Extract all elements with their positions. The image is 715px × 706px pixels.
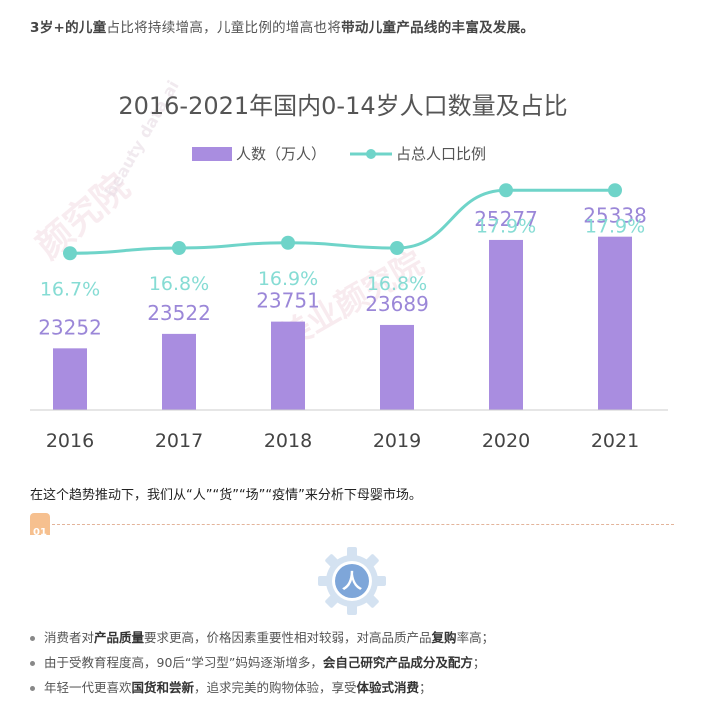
ratio-point-2021 xyxy=(608,183,622,198)
bullet-item: 年轻一代更喜欢国货和尝新，追求完美的购物体验，享受体验式消费； xyxy=(30,678,494,703)
bullet-text: 年轻一代更喜欢 xyxy=(44,680,132,695)
bullet-bold: 产品质量 xyxy=(94,630,145,645)
ratio-point-2017 xyxy=(172,241,186,255)
intro-bold-2: 带动儿童产品线的丰富及发展。 xyxy=(341,20,535,36)
x-tick-label-2019: 2019 xyxy=(373,430,421,452)
bullet-bold: 会自己研究产品成分及配方 xyxy=(322,655,473,670)
bullet-text: ，追求完美的购物体验，享受 xyxy=(194,680,357,695)
bullet-item: 消费者对产品质量要求更高，价格因素重要性相对较弱，对高品质产品复购率高； xyxy=(30,628,494,653)
ratio-value-label-2018: 16.9% xyxy=(258,268,318,290)
x-tick-labels: 2016 2017 2018 2019 2020 2021 xyxy=(46,430,639,452)
bullet-text: ； xyxy=(472,655,486,670)
bullet-list: 消费者对产品质量要求更高，价格因素重要性相对较弱，对高品质产品复购率高； 由于受… xyxy=(30,628,494,703)
legend: 人数（万人） 占总人口比例 xyxy=(192,145,486,163)
ratio-value-labels: 16.7% 16.8% 16.9% 16.8% 17.9% 17.9% xyxy=(40,215,645,300)
bar-value-label-2016: 23252 xyxy=(38,315,102,339)
bullet-text: 消费者对 xyxy=(44,630,95,645)
intro-text: 3岁+的儿童占比将持续增高，儿童比例的增高也将带动儿童产品线的丰富及发展。 xyxy=(30,16,700,36)
ratio-point-2018 xyxy=(281,235,295,250)
bar-value-label-2019: 23689 xyxy=(365,292,429,316)
ratio-point-2019 xyxy=(390,241,404,255)
section-number-badge: 01 xyxy=(30,513,50,535)
bullet-text: 要求更高，价格因素重要性相对较弱，对高品质产品 xyxy=(144,630,432,645)
bullet-bold: 体验式消费 xyxy=(356,680,420,695)
x-tick-label-2018: 2018 xyxy=(264,430,312,452)
intro-bold-1: 3岁+的儿童 xyxy=(30,20,107,36)
bullet-bold: 复购 xyxy=(431,630,457,645)
analysis-paragraph: 在这个趋势推动下，我们从“人”“货”“场”“疫情”来分析下母婴市场。 xyxy=(30,488,422,503)
bullet-text: 由于受教育程度高，90后“学习型”妈妈逐渐增多， xyxy=(44,655,323,670)
ratio-value-label-2019: 16.8% xyxy=(367,273,427,295)
x-tick-label-2021: 2021 xyxy=(591,430,639,452)
bullet-dot-icon xyxy=(30,661,35,666)
bar-value-label-2020: 25277 xyxy=(474,207,538,231)
bullet-text: ； xyxy=(419,680,432,695)
bar-value-label-2018: 23751 xyxy=(256,289,320,313)
ratio-value-label-2016: 16.7% xyxy=(40,278,100,300)
intro-plain: 占比将持续增高，儿童比例的增高也将 xyxy=(106,20,342,36)
ratio-value-label-2020: 17.9% xyxy=(476,215,536,237)
bar-value-labels: 23252 23522 23751 23689 25277 25338 xyxy=(38,204,647,340)
bar-2018 xyxy=(271,321,305,410)
bar-value-label-2017: 23522 xyxy=(147,301,211,325)
bullet-text: 率高； xyxy=(456,630,495,645)
ratio-line xyxy=(69,188,615,255)
chart-title: 2016-2021年国内0-14岁人口数量及占比 xyxy=(118,92,567,120)
ratio-point-2020 xyxy=(499,183,513,198)
x-tick-label-2020: 2020 xyxy=(482,430,530,452)
x-tick-label-2016: 2016 xyxy=(46,430,94,452)
ratio-point-2016 xyxy=(63,246,77,261)
bullet-item: 由于受教育程度高，90后“学习型”妈妈逐渐增多，会自己研究产品成分及配方； xyxy=(30,653,494,678)
legend-line-label: 占总人口比例 xyxy=(396,145,486,163)
legend-bar-swatch xyxy=(192,147,232,161)
person-glyph: 人 xyxy=(342,569,363,593)
bar-2020 xyxy=(489,239,523,410)
bullet-dot-icon xyxy=(30,636,35,641)
ratio-line-series xyxy=(63,183,622,261)
ratio-value-label-2021: 17.9% xyxy=(585,215,645,237)
ratio-value-label-2017: 16.8% xyxy=(149,273,209,295)
bullet-dot-icon xyxy=(30,686,35,691)
legend-line-marker xyxy=(366,149,376,159)
bar-2019 xyxy=(380,324,414,410)
bar-2017 xyxy=(162,333,196,410)
bar-2021 xyxy=(598,236,632,410)
person-gear-icon: 人 xyxy=(318,547,386,615)
bar-series xyxy=(53,236,632,410)
population-chart: 颜究院 美业颜究院 beauty data.ai 2016-2021年国内0-1… xyxy=(29,77,668,452)
bullet-bold: 国货和尝新 xyxy=(131,680,195,695)
bar-2016 xyxy=(53,348,87,410)
section-divider xyxy=(52,524,674,525)
legend-bar-label: 人数（万人） xyxy=(236,145,326,163)
bar-value-label-2021: 25338 xyxy=(583,204,647,228)
x-tick-label-2017: 2017 xyxy=(155,430,203,452)
